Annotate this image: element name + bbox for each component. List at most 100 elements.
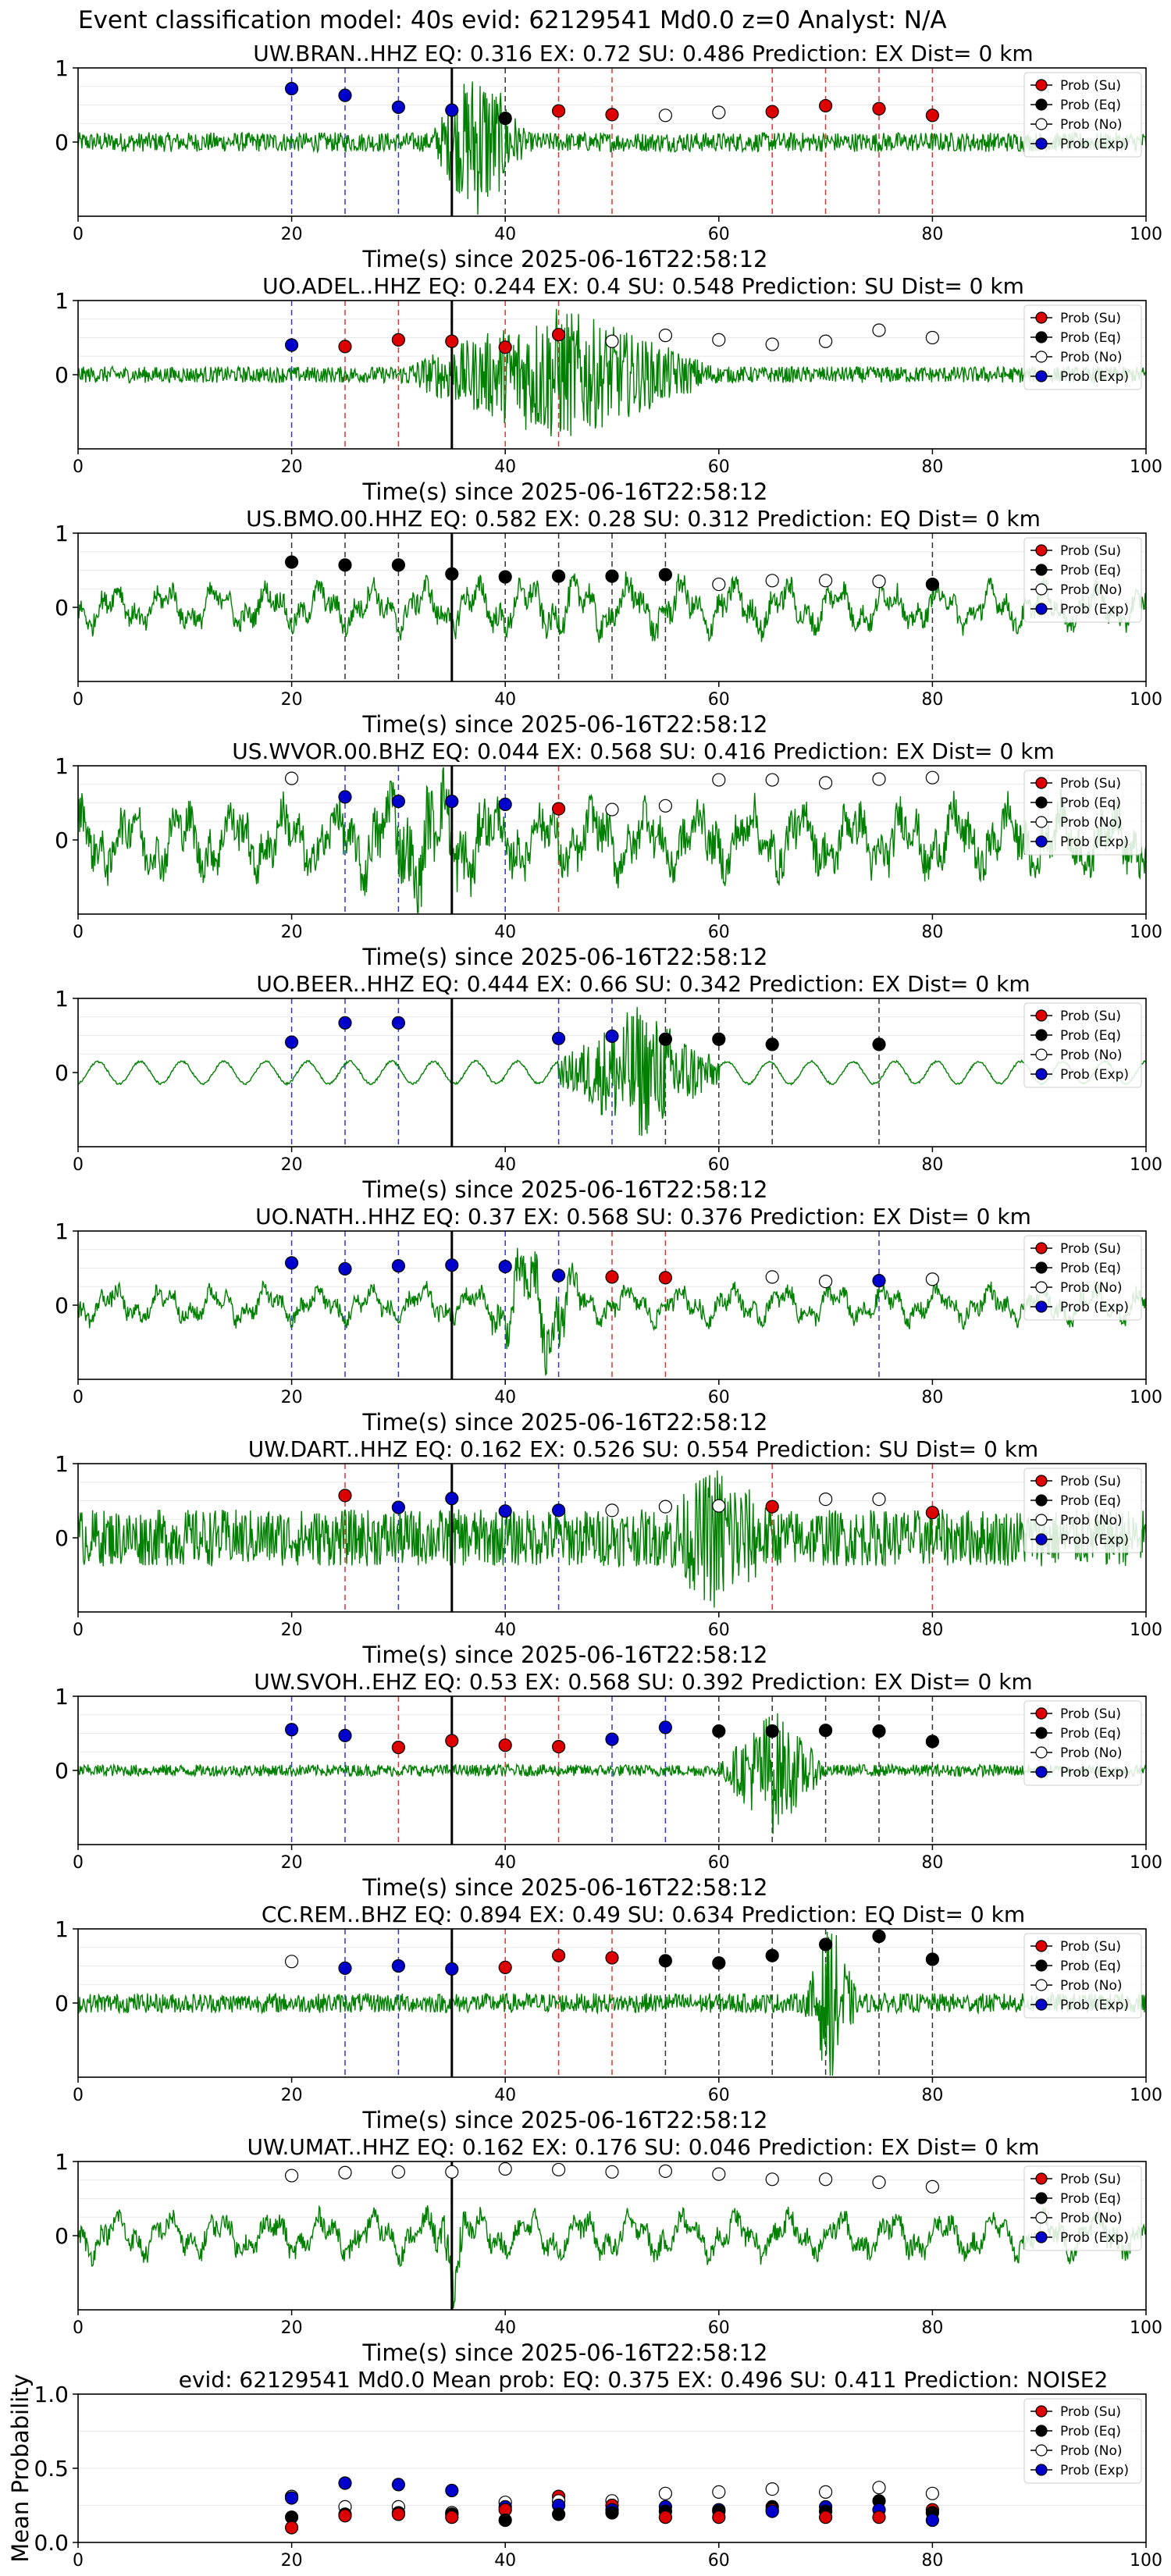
legend: Prob (Su) Prob (Eq) Prob (No) Prob (Exp) — [1023, 1468, 1142, 1553]
subplot-5: 0 20 40 60 80 100 1 0 UO.BEER..HHZ EQ: 0.444 EX:… — [55, 971, 1162, 1203]
x-tick-label: 40 — [494, 1388, 516, 1407]
legend-label: Prob (Eq) — [1060, 1726, 1121, 1742]
prob-point-eq — [712, 1032, 726, 1046]
prob-point-no — [925, 1272, 940, 1286]
prob-point-eq — [925, 1952, 940, 1966]
legend-label: Prob (No) — [1060, 2443, 1123, 2459]
prob-point-no — [765, 773, 779, 787]
prob-point-su — [338, 340, 352, 354]
prob-point-exp — [498, 1259, 512, 1274]
prob-point-no — [765, 1270, 779, 1284]
x-tick-label: 40 — [494, 2551, 516, 2571]
x-tick-label: 80 — [921, 1388, 943, 1407]
prob-point-no — [872, 1492, 886, 1507]
legend: Prob (Su) Prob (Eq) Prob (No) Prob (Exp) — [1023, 537, 1142, 623]
prob-point-no — [925, 770, 940, 785]
prob-point-su — [551, 1948, 566, 1962]
prob-point-su — [391, 2507, 405, 2521]
prob-point-eq — [658, 1954, 673, 1968]
prob-point-exp — [338, 1016, 352, 1030]
x-tick-label: 60 — [708, 1853, 730, 1873]
prob-point-no — [765, 574, 779, 588]
subplot-3: 0 20 40 60 80 100 1 0 US.BMO.00.HHZ EQ: 0.582 EX… — [55, 506, 1162, 738]
prob-point-exp — [338, 1728, 352, 1742]
subplot-11: 0 20 40 60 80 100 1.0 0.5 0.0 evid: 62129541 Md0.… — [7, 2367, 1162, 2571]
legend-marker — [1035, 1766, 1048, 1778]
prob-point-no — [818, 1492, 833, 1507]
x-tick-label: 100 — [1130, 1388, 1162, 1407]
x-tick-label: 40 — [494, 2086, 516, 2105]
prob-point-eq — [925, 577, 940, 592]
legend-marker — [1035, 2231, 1048, 2243]
prob-point-eq — [498, 570, 512, 584]
y-tick-label: 0 — [55, 1525, 69, 1551]
prob-point-no — [872, 2481, 886, 2495]
prob-point-exp — [551, 1031, 566, 1045]
legend-marker — [1035, 816, 1048, 828]
prob-point-eq — [765, 1037, 779, 1051]
legend: Prob (Su) Prob (Eq) Prob (No) Prob (Exp) — [1023, 2165, 1142, 2251]
legend: Prob (Su) Prob (Eq) Prob (No) Prob (Exp) — [1023, 2398, 1142, 2484]
prob-point-exp — [925, 2513, 940, 2528]
waveform-trace — [77, 1007, 1147, 1137]
x-tick-label: 60 — [708, 2551, 730, 2571]
prob-point-eq — [285, 555, 299, 569]
x-tick-label: 20 — [281, 1155, 303, 1175]
axes-frame — [77, 2161, 1147, 2311]
x-tick-label: 80 — [921, 923, 943, 942]
prob-point-exp — [285, 81, 299, 96]
x-tick-label: 100 — [1130, 690, 1162, 710]
y-tick-label: 0 — [55, 1758, 69, 1784]
prob-point-no — [925, 2179, 940, 2194]
prob-point-eq — [551, 2507, 566, 2521]
prob-point-su — [818, 98, 833, 113]
x-tick-label: 0 — [73, 1155, 84, 1175]
legend-label: Prob (Exp) — [1060, 834, 1129, 850]
legend-label: Prob (Exp) — [1060, 2230, 1129, 2246]
legend-label: Prob (No) — [1060, 1745, 1123, 1761]
prob-point-exp — [391, 1259, 405, 1273]
prob-point-exp — [445, 103, 459, 117]
x-axis-label: Time(s) since 2025-06-16T22:58:12 — [362, 2339, 768, 2366]
prob-point-exp — [605, 1029, 619, 1044]
y-tick-label: 1 — [55, 288, 69, 314]
legend-marker — [1035, 835, 1048, 848]
x-axis-label: Time(s) since 2025-06-16T22:58:12 — [362, 2107, 768, 2133]
legend-label: Prob (Exp) — [1060, 602, 1129, 617]
x-tick-label: 20 — [281, 457, 303, 477]
subplot-title: evid: 62129541 Md0.0 Mean prob: EQ: 0.37… — [179, 2367, 1109, 2393]
prob-point-no — [818, 334, 833, 348]
subplot-title: US.BMO.00.HHZ EQ: 0.582 EX: 0.28 SU: 0.3… — [246, 506, 1041, 532]
prob-point-exp — [498, 797, 512, 812]
x-tick-label: 100 — [1130, 2318, 1162, 2338]
legend-label: Prob (No) — [1060, 1048, 1123, 1063]
legend-label: Prob (Su) — [1060, 1706, 1121, 1722]
prob-point-su — [765, 105, 779, 119]
subplot-4: 0 20 40 60 80 100 1 0 US.WVOR.00.BHZ EQ: 0.044 E… — [55, 738, 1162, 970]
y-tick-label: 0 — [55, 130, 69, 155]
prob-point-su — [445, 334, 459, 348]
legend-label: Prob (Su) — [1060, 2404, 1121, 2420]
legend-label: Prob (Exp) — [1060, 1998, 1129, 2013]
legend: Prob (Su) Prob (Eq) Prob (No) Prob (Exp) — [1023, 770, 1142, 856]
x-tick-label: 0 — [73, 690, 84, 710]
subplot-2: 0 20 40 60 80 100 1 0 UO.ADEL..HHZ EQ: 0.244 EX:… — [55, 273, 1162, 505]
prob-point-su — [605, 1270, 619, 1284]
x-tick-label: 80 — [921, 2551, 943, 2571]
y-tick-label: 0 — [55, 2223, 69, 2249]
subplot-title: CC.REM..BHZ EQ: 0.894 EX: 0.49 SU: 0.634… — [262, 1902, 1025, 1927]
prob-point-su — [285, 2521, 299, 2535]
prob-point-exp — [391, 2478, 405, 2492]
legend-marker — [1035, 2405, 1048, 2418]
legend-marker — [1035, 796, 1048, 809]
prob-point-eq — [765, 1724, 779, 1738]
y-tick-label: 0 — [55, 1293, 69, 1318]
legend-box — [1023, 2398, 1142, 2484]
prob-point-no — [605, 2165, 619, 2179]
x-tick-label: 0 — [73, 1853, 84, 1873]
legend-box — [1023, 2165, 1142, 2251]
legend-marker — [1035, 331, 1048, 343]
y-axis-label: Mean Probability — [7, 2374, 34, 2563]
legend: Prob (Su) Prob (Eq) Prob (No) Prob (Exp) — [1023, 1002, 1142, 1088]
x-tick-label: 0 — [73, 457, 84, 477]
